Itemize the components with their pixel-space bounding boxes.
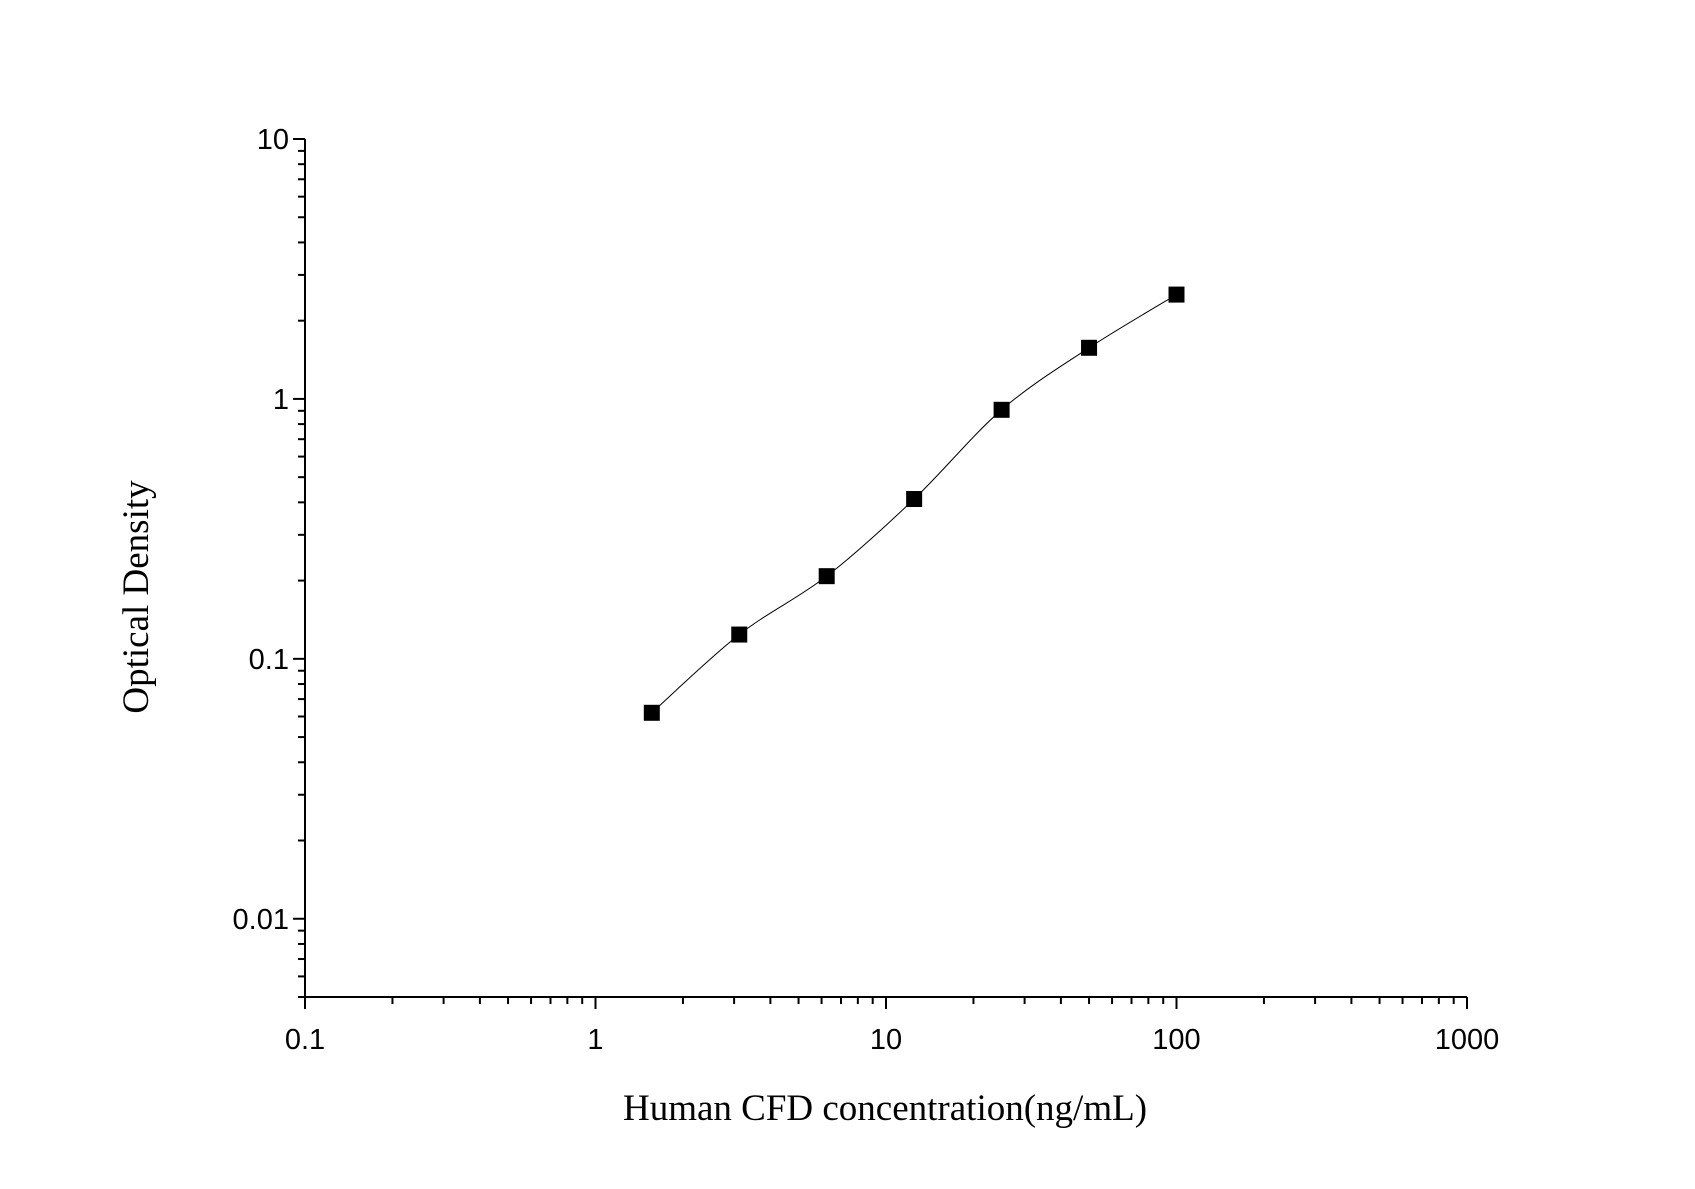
x-tick-label: 1 [587,1024,603,1056]
axes [304,139,1467,998]
data-point [818,568,835,585]
y-axis-title: Optical Density [116,480,157,714]
y-tick-label: 0.01 [233,904,289,936]
data-point [731,626,748,643]
data-point [643,704,660,721]
x-tick-label: 10 [870,1024,902,1056]
ticks [293,138,1468,1009]
y-tick-labels: 0.01 0.1 1 10 [233,124,289,936]
x-tick-label: 100 [1152,1024,1200,1056]
data-point [993,401,1010,418]
y-tick-label: 1 [273,384,289,416]
y-tick-label: 10 [257,124,289,156]
y-tick-label: 0.1 [249,644,289,676]
data-points [643,286,1185,721]
data-point [1081,339,1098,356]
data-point [1168,286,1185,303]
x-tick-labels: 0.1 1 10 100 1000 [285,1024,1499,1056]
x-tick-label: 0.1 [285,1024,325,1056]
data-point [906,491,923,508]
x-tick-label: 1000 [1435,1024,1500,1056]
x-axis-title: Human CFD concentration(ng/mL) [623,1088,1147,1129]
